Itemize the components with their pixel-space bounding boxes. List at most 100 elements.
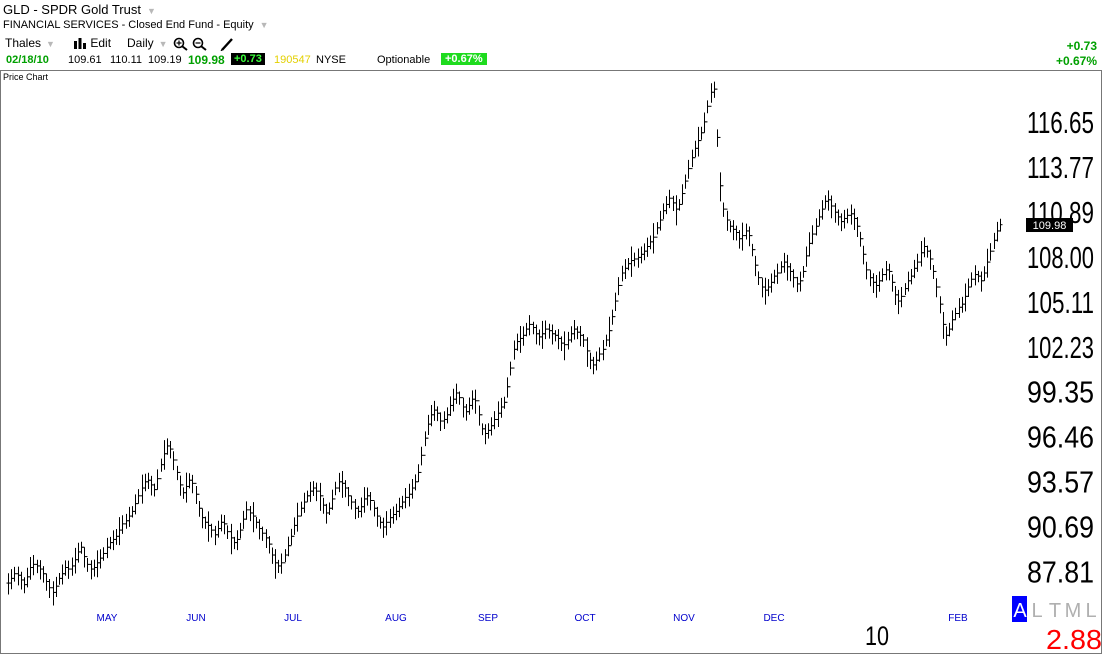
quote-pct: +0.67% bbox=[441, 53, 487, 65]
price-bar bbox=[801, 266, 806, 282]
quote-pct-box: +0.67% bbox=[441, 53, 487, 65]
chart-frame[interactable] bbox=[0, 70, 1102, 654]
panel-letter[interactable]: L bbox=[1031, 600, 1042, 622]
price-bar bbox=[235, 530, 240, 551]
price-bar bbox=[928, 249, 933, 270]
price-bar bbox=[938, 286, 943, 314]
price-bar bbox=[737, 230, 742, 249]
price-bar bbox=[839, 213, 844, 232]
price-bar bbox=[661, 203, 666, 221]
y-tick-label: 87.81 bbox=[1027, 554, 1094, 589]
bar-chart-icon bbox=[74, 38, 86, 50]
draw-tool-button[interactable] bbox=[219, 36, 235, 51]
period-selector[interactable]: Daily ▼ bbox=[127, 36, 168, 50]
price-bar bbox=[190, 474, 195, 494]
x-month-label: JUL bbox=[284, 613, 302, 624]
price-bar bbox=[569, 326, 574, 343]
price-bar bbox=[696, 126, 701, 157]
zoom-in-button[interactable] bbox=[173, 36, 189, 51]
price-bar bbox=[353, 498, 358, 520]
price-bar bbox=[248, 505, 253, 522]
price-bar bbox=[810, 225, 815, 245]
price-bar bbox=[594, 351, 599, 371]
price-bar bbox=[671, 195, 676, 211]
price-bar bbox=[219, 514, 224, 532]
quote-exchange: NYSE bbox=[316, 54, 346, 66]
quote-optionable: Optionable bbox=[377, 54, 431, 66]
price-bar bbox=[133, 494, 138, 515]
price-bar bbox=[41, 566, 46, 583]
price-bar bbox=[54, 576, 59, 598]
quote-low: 109.19 bbox=[148, 54, 182, 66]
quote-date-text: 02/18/10 bbox=[6, 54, 49, 66]
price-bar bbox=[194, 482, 199, 504]
price-bar bbox=[448, 396, 453, 417]
price-bar bbox=[607, 316, 612, 347]
x-month-label: FEB bbox=[948, 613, 968, 624]
price-bar bbox=[413, 474, 418, 491]
price-bar bbox=[340, 470, 345, 498]
price-bar bbox=[244, 501, 249, 520]
panel-letter[interactable]: M bbox=[1065, 600, 1082, 622]
price-bar bbox=[117, 517, 122, 546]
price-bar bbox=[581, 333, 586, 348]
price-bar bbox=[632, 252, 637, 267]
price-bar bbox=[629, 246, 634, 277]
edit-button[interactable]: Edit bbox=[73, 36, 111, 50]
subtitle-dropdown-icon[interactable]: ▼ bbox=[259, 20, 269, 30]
price-bar bbox=[861, 238, 866, 265]
price-bar bbox=[241, 510, 246, 531]
price-bar bbox=[712, 81, 717, 98]
price-bar bbox=[213, 525, 218, 546]
bottom-right-value: 2.88 bbox=[1046, 624, 1102, 655]
period-dropdown-icon[interactable]: ▼ bbox=[158, 39, 168, 49]
title-dropdown-icon[interactable]: ▼ bbox=[146, 6, 156, 16]
price-bar bbox=[308, 481, 313, 502]
price-bar bbox=[171, 448, 176, 471]
quote-volume: 190547 bbox=[274, 54, 311, 66]
price-bar bbox=[289, 528, 294, 547]
price-bar bbox=[149, 475, 154, 496]
price-bar bbox=[216, 520, 221, 538]
account-dropdown-icon[interactable]: ▼ bbox=[46, 39, 55, 49]
price-bar bbox=[880, 268, 885, 282]
price-bar bbox=[197, 493, 202, 517]
price-bar bbox=[368, 492, 373, 511]
instrument-subtitle: FINANCIAL SERVICES - Closed End Fund - E… bbox=[3, 19, 269, 31]
last-price-label: 109.98 bbox=[1033, 220, 1067, 232]
instrument-subtitle-text: FINANCIAL SERVICES - Closed End Fund - E… bbox=[3, 19, 254, 31]
price-bar bbox=[744, 223, 749, 240]
y-tick-label: 113.77 bbox=[1027, 150, 1094, 185]
price-bar bbox=[731, 220, 736, 241]
price-bar bbox=[906, 271, 911, 292]
panel-letter[interactable]: L bbox=[1085, 600, 1096, 622]
price-bar bbox=[333, 481, 338, 500]
price-bar bbox=[623, 259, 628, 279]
price-bar bbox=[38, 560, 43, 580]
price-bar bbox=[31, 555, 36, 576]
price-bar bbox=[257, 519, 262, 540]
price-bar bbox=[349, 495, 354, 510]
price-bar bbox=[76, 542, 81, 563]
price-bar bbox=[375, 506, 380, 527]
zoom-out-button[interactable] bbox=[192, 36, 208, 51]
price-bar bbox=[12, 566, 17, 582]
price-bar bbox=[772, 269, 777, 284]
price-bar bbox=[22, 577, 27, 594]
price-bar bbox=[330, 489, 335, 510]
quote-open: 109.61 bbox=[68, 54, 102, 66]
price-bar bbox=[6, 573, 11, 595]
year-label: 10 bbox=[865, 621, 889, 651]
price-bar bbox=[337, 472, 342, 493]
price-bar bbox=[578, 325, 583, 347]
price-bar bbox=[143, 473, 148, 492]
price-bar bbox=[435, 406, 440, 422]
panel-letter[interactable]: T bbox=[1049, 600, 1061, 622]
account-selector[interactable]: Thales ▼ bbox=[5, 36, 55, 50]
period-label: Daily bbox=[127, 36, 154, 50]
price-bar bbox=[165, 438, 170, 455]
price-bar bbox=[346, 486, 351, 507]
price-bar bbox=[95, 550, 100, 578]
panel-letter[interactable]: A bbox=[1013, 600, 1027, 622]
